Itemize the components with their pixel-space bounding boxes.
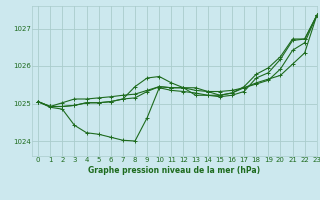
X-axis label: Graphe pression niveau de la mer (hPa): Graphe pression niveau de la mer (hPa) (88, 166, 260, 175)
